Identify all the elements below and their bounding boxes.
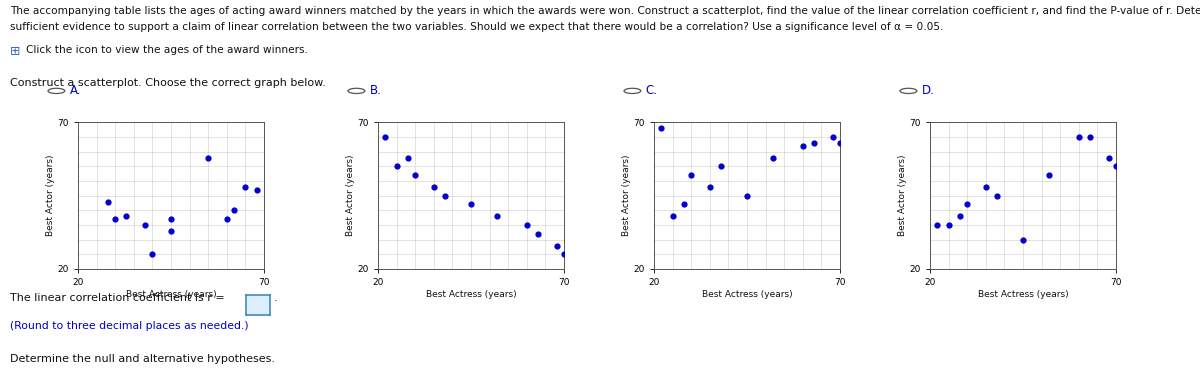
Y-axis label: Best Actor (years): Best Actor (years) [346,155,355,236]
Point [436,193,455,198]
Point [398,155,418,161]
Point [98,198,118,204]
Point [425,184,444,190]
Point [1069,134,1088,140]
Text: .: . [274,293,277,303]
Point [804,140,823,146]
Text: ⊞: ⊞ [10,45,20,58]
Point [737,193,757,198]
X-axis label: Best Actress (years): Best Actress (years) [978,290,1068,299]
Point [988,193,1007,198]
Point [386,163,406,169]
Point [830,140,850,146]
Point [958,201,977,207]
Point [1106,163,1126,169]
Point [517,222,536,228]
Text: B.: B. [370,84,382,98]
Y-axis label: Best Actor (years): Best Actor (years) [898,155,907,236]
Text: (Round to three decimal places as needed.): (Round to three decimal places as needed… [10,321,248,331]
Y-axis label: Best Actor (years): Best Actor (years) [46,155,55,236]
Point [143,252,162,257]
Text: sufficient evidence to support a claim of linear correlation between the two var: sufficient evidence to support a claim o… [10,22,943,32]
Point [793,143,812,149]
Point [224,207,244,213]
Point [136,222,155,228]
Point [763,155,782,161]
Point [1013,237,1032,243]
Text: The accompanying table lists the ages of acting award winners matched by the yea: The accompanying table lists the ages of… [10,6,1200,16]
Point [652,125,671,131]
Point [106,216,125,222]
Point [682,172,701,178]
Text: Construct a scatterplot. Choose the correct graph below.: Construct a scatterplot. Choose the corr… [10,78,325,88]
Point [547,243,566,249]
Point [116,213,136,219]
Point [161,216,181,222]
X-axis label: Best Actress (years): Best Actress (years) [126,290,216,299]
Point [487,213,506,219]
Point [247,187,266,193]
Point [950,213,970,219]
Text: D.: D. [922,84,935,98]
Point [712,163,731,169]
Y-axis label: Best Actor (years): Best Actor (years) [622,155,631,236]
Point [940,222,959,228]
Point [823,134,842,140]
Point [928,222,947,228]
Text: C.: C. [646,84,658,98]
Point [662,213,682,219]
Point [1039,172,1058,178]
Point [199,155,218,161]
Point [528,231,547,237]
X-axis label: Best Actress (years): Best Actress (years) [426,290,516,299]
Point [701,184,720,190]
Text: The linear correlation coefficient is r =: The linear correlation coefficient is r … [10,293,224,303]
Point [376,134,395,140]
Point [406,172,425,178]
Text: A.: A. [70,84,82,98]
Point [554,252,574,257]
Point [217,216,236,222]
Point [977,184,996,190]
Text: Click the icon to view the ages of the award winners.: Click the icon to view the ages of the a… [26,45,308,55]
Point [161,228,181,234]
Point [1099,155,1118,161]
Point [235,184,256,190]
Point [674,201,694,207]
Point [461,201,480,207]
Text: Determine the null and alternative hypotheses.: Determine the null and alternative hypot… [10,354,275,364]
Point [1080,134,1099,140]
X-axis label: Best Actress (years): Best Actress (years) [702,290,792,299]
